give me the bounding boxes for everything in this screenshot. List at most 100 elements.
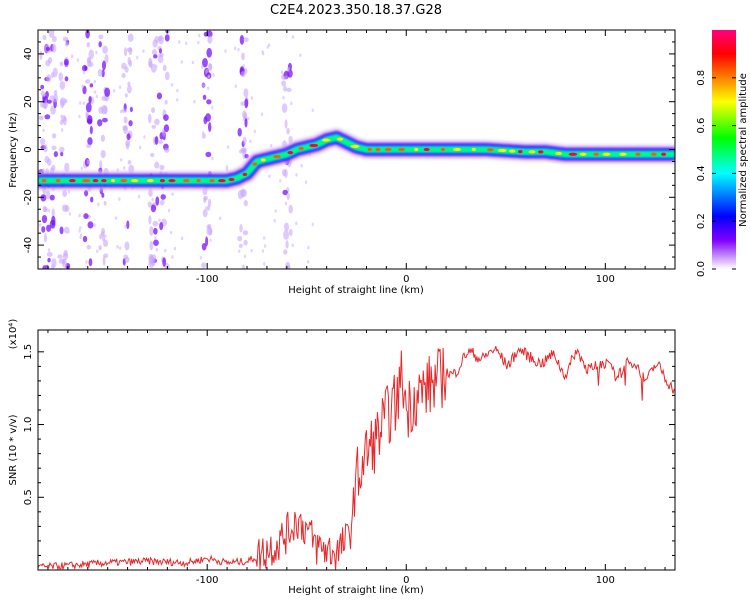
y-tick-label: 0.5 (23, 489, 34, 505)
noise-speck (88, 95, 92, 104)
noise-speck (82, 70, 86, 75)
noise-speck (45, 189, 51, 200)
noise-speck (237, 189, 243, 200)
noise-speck (164, 99, 168, 105)
noise-speck (158, 218, 161, 223)
ridge-peak (68, 178, 76, 183)
noise-speck (122, 125, 128, 131)
noise-speck (85, 111, 89, 117)
ridge-peak (336, 137, 344, 141)
noise-speck (261, 249, 265, 253)
noise-speck (85, 260, 88, 264)
noise-speck (156, 92, 163, 100)
noise-speck (47, 248, 51, 252)
colorbar-label: Normalized spectral amplitude (738, 73, 749, 227)
noise-speck (178, 40, 181, 44)
noise-speck (184, 41, 188, 46)
noise-speck (282, 75, 288, 80)
x-tick-label: 100 (596, 575, 615, 586)
noise-speck (45, 91, 49, 99)
ridge-peak (120, 178, 128, 183)
noise-speck (39, 50, 43, 61)
noise-speck (202, 208, 208, 218)
noise-speck (244, 98, 249, 109)
ridge-peak (568, 152, 578, 156)
x-tick-label: 100 (596, 274, 615, 285)
noise-speck (158, 140, 164, 145)
noise-speck (154, 236, 157, 240)
noise-speck (199, 256, 203, 260)
noise-speck (43, 144, 48, 153)
noise-speck (260, 112, 264, 117)
noise-speck (198, 33, 201, 38)
noise-speck (121, 108, 128, 113)
noise-speck (103, 200, 107, 206)
noise-speck (284, 201, 288, 206)
y-tick-label: 1.5 (23, 344, 34, 360)
ridge-peak (322, 138, 331, 142)
ridge-peak (508, 149, 516, 153)
noise-speck (262, 236, 266, 240)
noise-speck (171, 192, 174, 197)
figure-title: C2E4.2023.350.18.37.G28 (270, 3, 442, 18)
noise-speck (127, 33, 134, 42)
noise-speck (86, 42, 91, 48)
noise-speck (180, 60, 184, 64)
noise-speck (47, 57, 53, 64)
noise-speck (150, 152, 155, 157)
ridge-peak (619, 152, 627, 156)
noise-speck (149, 240, 154, 251)
noise-speck (87, 58, 91, 68)
noise-speck (268, 174, 271, 179)
noise-speck (212, 73, 215, 77)
ridge-peak (41, 178, 47, 183)
noise-speck (159, 164, 165, 171)
noise-speck (153, 239, 159, 246)
noise-speck (90, 196, 94, 203)
noise-speck (149, 226, 154, 236)
noise-speck (93, 223, 96, 227)
ridge-peak (55, 178, 61, 183)
noise-speck (85, 30, 90, 39)
noise-speck (203, 116, 208, 125)
noise-speck (58, 72, 63, 82)
noise-speck (40, 194, 47, 202)
noise-speck (200, 65, 204, 69)
ridge-peak (423, 147, 430, 152)
noise-speck (128, 120, 133, 127)
noise-speck (152, 39, 158, 48)
noise-speck (203, 196, 207, 204)
noise-speck (102, 238, 106, 242)
noise-speck (53, 93, 58, 103)
y-tick-label: 1.0 (23, 417, 34, 433)
ridge-peak (218, 178, 226, 183)
noise-speck (126, 220, 130, 230)
noise-speck (95, 94, 99, 99)
noise-speck (98, 34, 104, 40)
noise-speck (45, 46, 51, 51)
noise-speck (64, 58, 69, 66)
noise-speck (225, 165, 229, 169)
noise-speck (193, 99, 196, 104)
noise-speck (123, 47, 128, 57)
y-tick-label: 20 (23, 95, 34, 108)
noise-speck (51, 133, 57, 139)
noise-speck (91, 100, 94, 105)
noise-speck (288, 204, 293, 214)
noise-speck (286, 67, 290, 72)
noise-speck (126, 85, 132, 94)
noise-speck (93, 79, 97, 84)
y-tick-label: 40 (23, 48, 34, 61)
noise-speck (218, 216, 222, 221)
noise-speck (237, 235, 243, 242)
noise-speck (263, 244, 267, 248)
noise-speck (290, 101, 293, 106)
noise-speck (122, 166, 126, 170)
noise-speck (244, 118, 248, 128)
noise-speck (243, 254, 247, 259)
noise-speck (169, 230, 173, 235)
noise-speck (124, 93, 128, 98)
noise-speck (299, 53, 302, 57)
noise-speck (118, 197, 121, 201)
noise-speck (49, 219, 56, 229)
